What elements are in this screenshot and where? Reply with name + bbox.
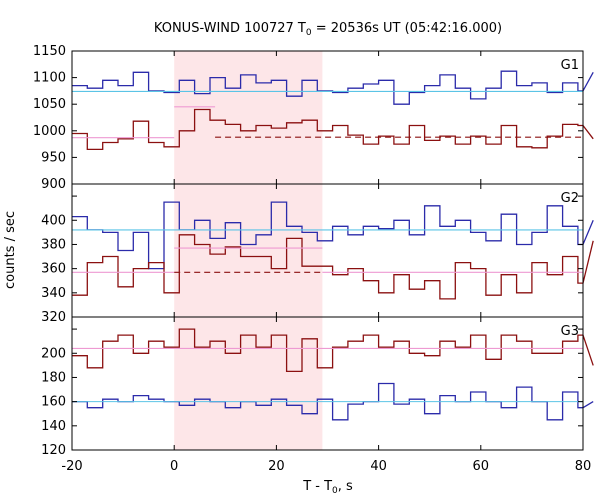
x-tick-label: 40 <box>370 459 387 474</box>
y-tick-label: 1050 <box>33 97 66 112</box>
chart-title-main: KONUS-WIND 100727 T <box>154 21 306 36</box>
panel-G3-blue-series <box>72 382 594 421</box>
y-tick-label: 950 <box>41 150 66 165</box>
y-tick-label: 1000 <box>33 124 66 139</box>
y-tick-label: 400 <box>41 213 66 228</box>
burst-interval-highlight <box>174 51 323 450</box>
y-tick-label: 140 <box>41 419 66 434</box>
y-tick-label: 200 <box>41 346 66 361</box>
panel-label-G2: G2 <box>561 191 579 206</box>
x-tick-label: 0 <box>170 459 178 474</box>
panel-G1-red-series <box>72 108 594 151</box>
panel-G2-red-series <box>72 234 594 300</box>
y-tick-label: 340 <box>41 286 66 301</box>
x-tick-label: -20 <box>61 459 82 474</box>
x-tick-label: 80 <box>575 459 592 474</box>
y-axis-label: counts / sec <box>3 211 18 289</box>
x-axis-label-main: T - T <box>302 479 332 494</box>
chart-title-subscript: 0 <box>306 28 312 38</box>
x-tick-label: 20 <box>268 459 285 474</box>
panel-label-G3: G3 <box>561 324 579 339</box>
x-axis-label-rest: , s <box>338 479 353 494</box>
panel-G3-frame <box>71 316 584 451</box>
y-tick-label: 180 <box>41 370 66 385</box>
panel-G2-blue-series <box>72 201 594 270</box>
chart-title-rest: = 20536s UT (05:42:16.000) <box>312 21 502 36</box>
y-tick-label: 1150 <box>33 44 66 59</box>
y-tick-label: 1100 <box>33 71 66 86</box>
y-tick-label: 360 <box>41 262 66 277</box>
panel-label-G1: G1 <box>561 58 579 73</box>
x-tick-label: 60 <box>473 459 490 474</box>
chart-title: KONUS-WIND 100727 T0 = 20536s UT (05:42:… <box>154 21 502 38</box>
y-tick-label: 900 <box>41 177 66 192</box>
y-tick-label: 120 <box>41 443 66 458</box>
panel-G3-red-series <box>72 328 594 373</box>
y-tick-label: 380 <box>41 237 66 252</box>
x-axis-label-subscript: 0 <box>332 486 338 496</box>
x-axis-label: T - T0, s <box>302 479 353 496</box>
y-tick-label: 160 <box>41 395 66 410</box>
y-tick-label: 320 <box>41 310 66 325</box>
panel-G1-blue-series <box>72 70 594 105</box>
